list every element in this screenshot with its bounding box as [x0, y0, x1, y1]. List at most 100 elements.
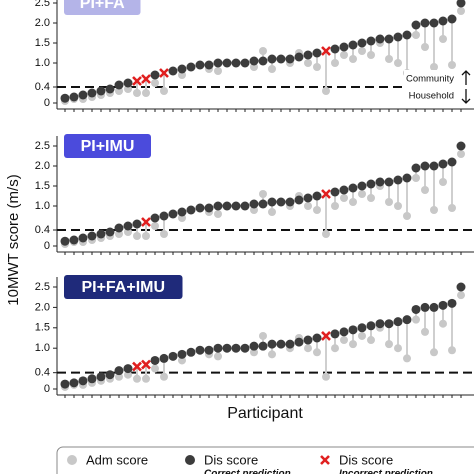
dis-point [177, 207, 187, 217]
dis-point [159, 353, 169, 363]
y-tick-label: 1.0 [35, 200, 50, 212]
legend-sublabel: Correct prediction [204, 469, 291, 474]
adm-point [151, 222, 159, 230]
legend-marker [320, 455, 330, 465]
dis-point [366, 321, 376, 331]
adm-point [349, 198, 357, 206]
dis-point [420, 18, 430, 28]
adm-point [439, 319, 447, 328]
adm-point [214, 210, 222, 218]
dis-point [366, 179, 376, 189]
y-tick-label: 0.4 [35, 367, 50, 379]
adm-point [439, 178, 447, 186]
dis-point [204, 203, 214, 213]
legend-marker [67, 455, 77, 465]
panel-title: PI+IMU [81, 138, 135, 155]
adm-point [259, 190, 267, 198]
threshold-label-bg [404, 70, 474, 104]
adm-point [268, 208, 276, 216]
adm-point [448, 61, 456, 69]
y-tick-label: 0 [44, 240, 50, 252]
adm-point [439, 35, 447, 43]
y-tick-label: 1.0 [35, 342, 50, 354]
dis-point [123, 364, 133, 374]
dis-point [366, 36, 376, 46]
dis-point [114, 80, 124, 90]
y-tick-label: 2.5 [35, 140, 50, 152]
adm-point [349, 55, 357, 63]
y-axis-label: 10MWT score (m/s) [5, 174, 22, 305]
dis-point [186, 347, 196, 357]
dis-point [69, 235, 79, 245]
adm-point [304, 202, 312, 210]
dis-point [222, 201, 232, 211]
y-tick-label: 1.5 [35, 37, 50, 49]
dis-incorrect-point [141, 359, 151, 370]
dis-point [213, 58, 223, 68]
dis-point [105, 370, 115, 380]
dis-point [186, 205, 196, 215]
dis-point [114, 223, 124, 233]
adm-point [250, 348, 258, 357]
dis-point [303, 193, 313, 203]
adm-point [403, 212, 411, 220]
arrow-up [461, 70, 471, 85]
legend-box [56, 446, 474, 474]
dis-point [249, 199, 259, 209]
dis-point [357, 181, 367, 191]
dis-point [69, 92, 79, 102]
adm-point [331, 344, 339, 353]
x-axis-label: Participant [227, 405, 303, 422]
threshold-label: Community [406, 74, 454, 85]
adm-point [412, 174, 420, 182]
dis-point [213, 201, 223, 211]
y-tick-label: 0 [44, 97, 50, 109]
adm-point [214, 67, 222, 75]
dis-point [177, 64, 187, 74]
y-tick-label: 1.5 [35, 180, 50, 192]
dis-point [456, 141, 466, 151]
dis-point [438, 159, 448, 169]
adm-point [160, 372, 168, 381]
y-tick-label: 2.5 [35, 281, 50, 293]
dis-point [195, 60, 205, 70]
dis-point [177, 349, 187, 359]
dis-point [348, 325, 358, 335]
dis-point [222, 58, 232, 68]
dis-point [420, 161, 430, 171]
x-stroke [159, 68, 169, 78]
x-stroke [141, 74, 151, 84]
adm-point [394, 344, 402, 353]
dis-point [429, 302, 439, 312]
dis-point [438, 16, 448, 26]
dis-point [357, 323, 367, 333]
dis-point [411, 20, 421, 30]
dis-point [447, 298, 457, 308]
dis-point [258, 199, 268, 209]
legend-marker [185, 455, 195, 465]
dis-point [339, 42, 349, 52]
adm-point [142, 374, 150, 383]
adm-point [349, 340, 357, 349]
dis-point [87, 231, 97, 241]
adm-point [322, 87, 330, 95]
dis-point [240, 58, 250, 68]
adm-point [322, 230, 330, 238]
adm-point [385, 340, 393, 349]
dis-point [168, 351, 178, 361]
y-tick-label: 1.5 [35, 322, 50, 334]
dis-point [339, 185, 349, 195]
adm-point [322, 372, 330, 381]
dis-point [393, 32, 403, 42]
dis-point [240, 343, 250, 353]
dis-point [87, 374, 97, 384]
adm-point [358, 47, 366, 55]
adm-point [115, 372, 123, 381]
adm-point [214, 352, 222, 361]
dis-incorrect-point [159, 68, 169, 78]
dis-point [429, 18, 439, 28]
dis-incorrect-point [132, 361, 142, 372]
dis-incorrect-point [321, 189, 331, 199]
dis-point [357, 38, 367, 48]
adm-point [430, 206, 438, 214]
